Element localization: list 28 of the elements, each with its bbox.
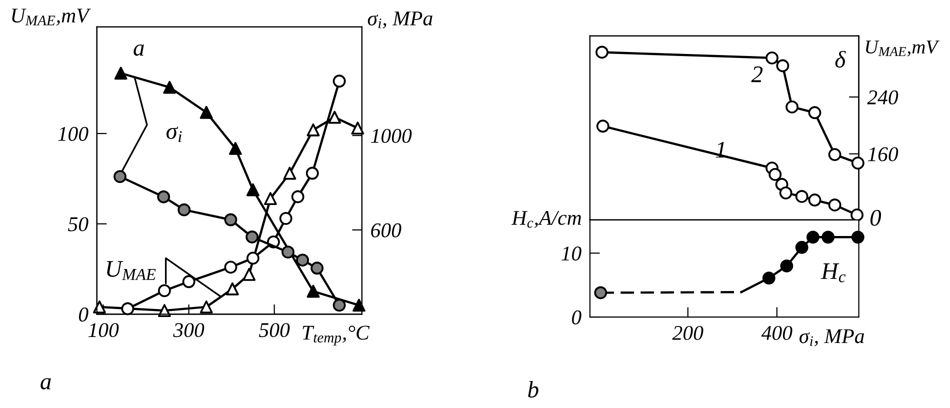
y-axis-title: U$_{MAE}$,mV: [12, 8, 91, 26]
y2-tick-label: 600: [371, 223, 402, 238]
x-tick-label: 500: [259, 323, 290, 338]
y2-tick-label: 240: [867, 90, 898, 104]
x-tick-label: 400: [761, 326, 792, 340]
x-tick-label: 300: [173, 323, 204, 338]
y2-axis-title: U$_{MAE}$,mV: [866, 40, 940, 56]
x-axis-title: σ$_{i}$, MPa: [800, 329, 864, 346]
annotation: a: [134, 44, 144, 56]
y-axis-title: H$_{c}$,A/cm: [511, 210, 581, 228]
y2-tick-label: 160: [868, 147, 898, 162]
y-tick-label: 10: [562, 246, 582, 261]
y-tick-label: 50: [68, 217, 88, 232]
y-tick-label: 0: [78, 308, 88, 322]
annotation: H$_{c}$: [820, 263, 846, 282]
annotation: δ: [835, 50, 846, 68]
annotation: 2: [751, 66, 763, 82]
text: 0: [870, 210, 882, 226]
x-tick-label: 200: [672, 326, 704, 340]
y2-axis-title: σ$_{i}$, MPa: [368, 12, 432, 28]
x-axis-title: T$_{temp}$,°C: [302, 326, 370, 346]
text: a: [40, 378, 51, 390]
y2-tick-label: 1000: [371, 128, 412, 143]
x-tick-label: 100: [88, 323, 119, 338]
y-tick-label: 100: [58, 126, 88, 141]
text: b: [528, 380, 538, 398]
annotation: U$_{MAE}$: [107, 261, 156, 280]
annotation: σ$_{i}$: [166, 126, 182, 142]
